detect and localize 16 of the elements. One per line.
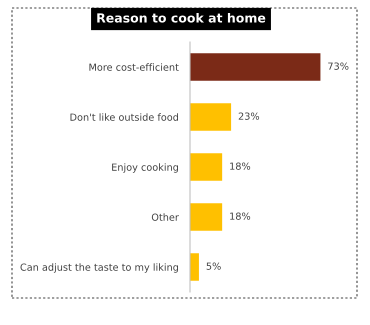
data-label: 73% — [328, 62, 348, 70]
bar — [190, 153, 222, 181]
bar — [190, 203, 222, 231]
data-label: 23% — [238, 112, 260, 120]
chart-title: Reason to cook at home — [97, 12, 266, 23]
data-label: 5% — [206, 262, 221, 270]
y-tick-label: Other — [152, 213, 179, 221]
bar — [190, 53, 320, 81]
data-label: 18% — [230, 212, 250, 220]
data-label: 18% — [230, 162, 250, 170]
y-tick-label: Can adjust the taste to my liking — [20, 263, 178, 273]
y-tick-label: More cost-efficient — [89, 63, 179, 71]
y-tick-label: Enjoy cooking — [112, 163, 178, 173]
bar — [190, 253, 199, 281]
bar — [190, 103, 232, 131]
y-tick-label: Don't like outside food — [70, 113, 178, 121]
